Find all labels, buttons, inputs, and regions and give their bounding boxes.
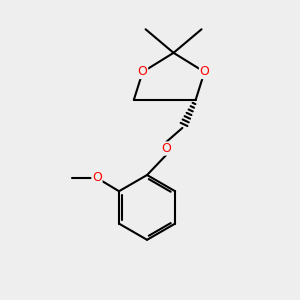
Text: O: O (138, 65, 148, 79)
Text: O: O (92, 172, 102, 184)
Text: O: O (200, 65, 209, 79)
Text: O: O (161, 142, 171, 155)
